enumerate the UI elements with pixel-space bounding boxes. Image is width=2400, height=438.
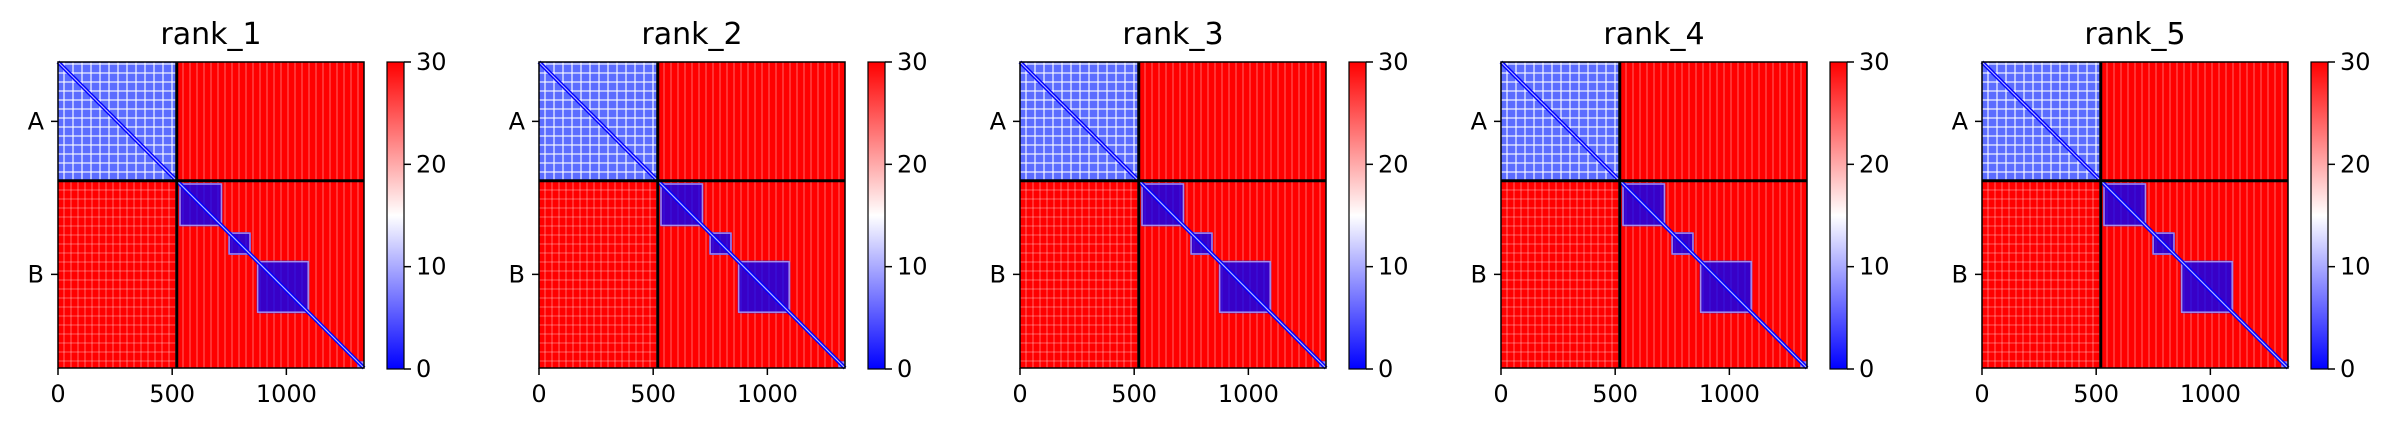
domain-block-edge-4 xyxy=(1699,260,1752,313)
x-tick-label: 500 xyxy=(630,380,676,408)
domain-block-edge-3 xyxy=(1190,232,1213,255)
heatmap-panel-1: rank_1 A B 0 500 1000 0 10 20 30 xyxy=(28,17,447,408)
colorbar-tick-label: 30 xyxy=(416,48,447,76)
x-tick-label: 0 xyxy=(1974,380,1989,408)
colorbar-tick-label: 0 xyxy=(1859,355,1874,383)
colorbar-tick-label: 0 xyxy=(416,355,431,383)
panel-title: rank_3 xyxy=(1122,17,1223,52)
colorbar-tick-label: 0 xyxy=(897,355,912,383)
colorbar xyxy=(387,62,404,369)
colorbar-tick-label: 10 xyxy=(1378,253,1409,281)
colorbar-tick-label: 10 xyxy=(897,253,928,281)
y-tick-label: B xyxy=(1952,260,1968,288)
domain-block-edge-2 xyxy=(2103,183,2147,227)
colorbar-frame xyxy=(867,61,886,370)
colorbar-tick-label: 20 xyxy=(2340,150,2371,178)
x-tick-label: 500 xyxy=(149,380,195,408)
domain-block-edge-2 xyxy=(660,183,704,227)
y-tick-label: B xyxy=(990,260,1006,288)
interchain-block-BA xyxy=(539,180,658,368)
colorbar-tick-label: 30 xyxy=(1859,48,1890,76)
domain-block-edge-3 xyxy=(228,232,251,255)
interchain-block-BA xyxy=(1501,180,1620,368)
diagonal-highlight xyxy=(1500,61,1808,369)
y-tick-label: A xyxy=(28,107,45,135)
y-tick-label: B xyxy=(28,260,44,288)
panel-title: rank_2 xyxy=(641,17,742,52)
x-tick-label: 0 xyxy=(1493,380,1508,408)
y-tick-label: B xyxy=(509,260,525,288)
colorbar-tick-label: 10 xyxy=(416,253,447,281)
heatmap-frame xyxy=(1981,61,2289,369)
colorbar xyxy=(868,62,885,369)
heatmap-frame xyxy=(57,61,365,369)
x-tick-label: 0 xyxy=(50,380,65,408)
interchain-block-BA xyxy=(1020,180,1139,368)
heatmap-frame xyxy=(1019,61,1327,369)
colorbar-frame xyxy=(386,61,405,370)
panel-title: rank_4 xyxy=(1603,17,1704,52)
domain-block-edge-4 xyxy=(1218,260,1271,313)
diagonal-highlight xyxy=(1019,61,1327,369)
domain-block-edge-3 xyxy=(709,232,732,255)
interchain-block-BA xyxy=(1982,180,2101,368)
diagonal-highlight xyxy=(1981,61,2289,369)
diagonal-highlight xyxy=(57,61,365,369)
domain-block-edge-4 xyxy=(256,260,309,313)
colorbar xyxy=(1349,62,1366,369)
colorbar-frame xyxy=(2310,61,2329,370)
colorbar-tick-label: 20 xyxy=(416,150,447,178)
panel-title: rank_5 xyxy=(2084,17,2185,52)
colorbar-tick-label: 20 xyxy=(1859,150,1890,178)
domain-block-edge-4 xyxy=(2180,260,2233,313)
x-tick-label: 1000 xyxy=(256,380,317,408)
colorbar-tick-label: 0 xyxy=(1378,355,1393,383)
colorbar-tick-label: 30 xyxy=(2340,48,2371,76)
x-tick-label: 1000 xyxy=(2180,380,2241,408)
y-tick-label: A xyxy=(990,107,1007,135)
x-tick-label: 500 xyxy=(1592,380,1638,408)
y-tick-label: A xyxy=(1952,107,1969,135)
heatmap-panel-4: rank_4 A B 0 500 1000 0 10 20 30 xyxy=(1471,17,1890,408)
colorbar xyxy=(2311,62,2328,369)
heatmap-panel-3: rank_3 A B 0 500 1000 0 10 20 30 xyxy=(990,17,1409,408)
colorbar-tick-label: 10 xyxy=(1859,253,1890,281)
x-tick-label: 0 xyxy=(1012,380,1027,408)
x-tick-label: 1000 xyxy=(737,380,798,408)
colorbar-frame xyxy=(1829,61,1848,370)
panel-title: rank_1 xyxy=(160,17,261,52)
domain-block-edge-2 xyxy=(1622,183,1666,227)
colorbar xyxy=(1830,62,1847,369)
colorbar-tick-label: 30 xyxy=(1378,48,1409,76)
colorbar-frame xyxy=(1348,61,1367,370)
colorbar-tick-label: 30 xyxy=(897,48,928,76)
domain-block-edge-4 xyxy=(737,260,790,313)
domain-block-edge-3 xyxy=(1671,232,1694,255)
x-tick-label: 1000 xyxy=(1218,380,1279,408)
diagonal-highlight xyxy=(538,61,846,369)
interchain-block-BA xyxy=(58,180,177,368)
x-tick-label: 0 xyxy=(531,380,546,408)
y-tick-label: A xyxy=(1471,107,1488,135)
y-tick-label: B xyxy=(1471,260,1487,288)
colorbar-tick-label: 0 xyxy=(2340,355,2355,383)
x-tick-label: 1000 xyxy=(1699,380,1760,408)
y-tick-label: A xyxy=(509,107,526,135)
colorbar-tick-label: 20 xyxy=(1378,150,1409,178)
heatmap-panel-2: rank_2 A B 0 500 1000 0 10 20 30 xyxy=(509,17,928,408)
x-tick-label: 500 xyxy=(1111,380,1157,408)
colorbar-tick-label: 10 xyxy=(2340,253,2371,281)
heatmap-frame xyxy=(538,61,846,369)
domain-block-edge-2 xyxy=(1141,183,1185,227)
x-tick-label: 500 xyxy=(2073,380,2119,408)
heatmap-frame xyxy=(1500,61,1808,369)
domain-block-edge-3 xyxy=(2152,232,2175,255)
colorbar-tick-label: 20 xyxy=(897,150,928,178)
heatmap-panel-5: rank_5 A B 0 500 1000 0 10 20 30 xyxy=(1952,17,2371,408)
domain-block-edge-2 xyxy=(179,183,223,227)
